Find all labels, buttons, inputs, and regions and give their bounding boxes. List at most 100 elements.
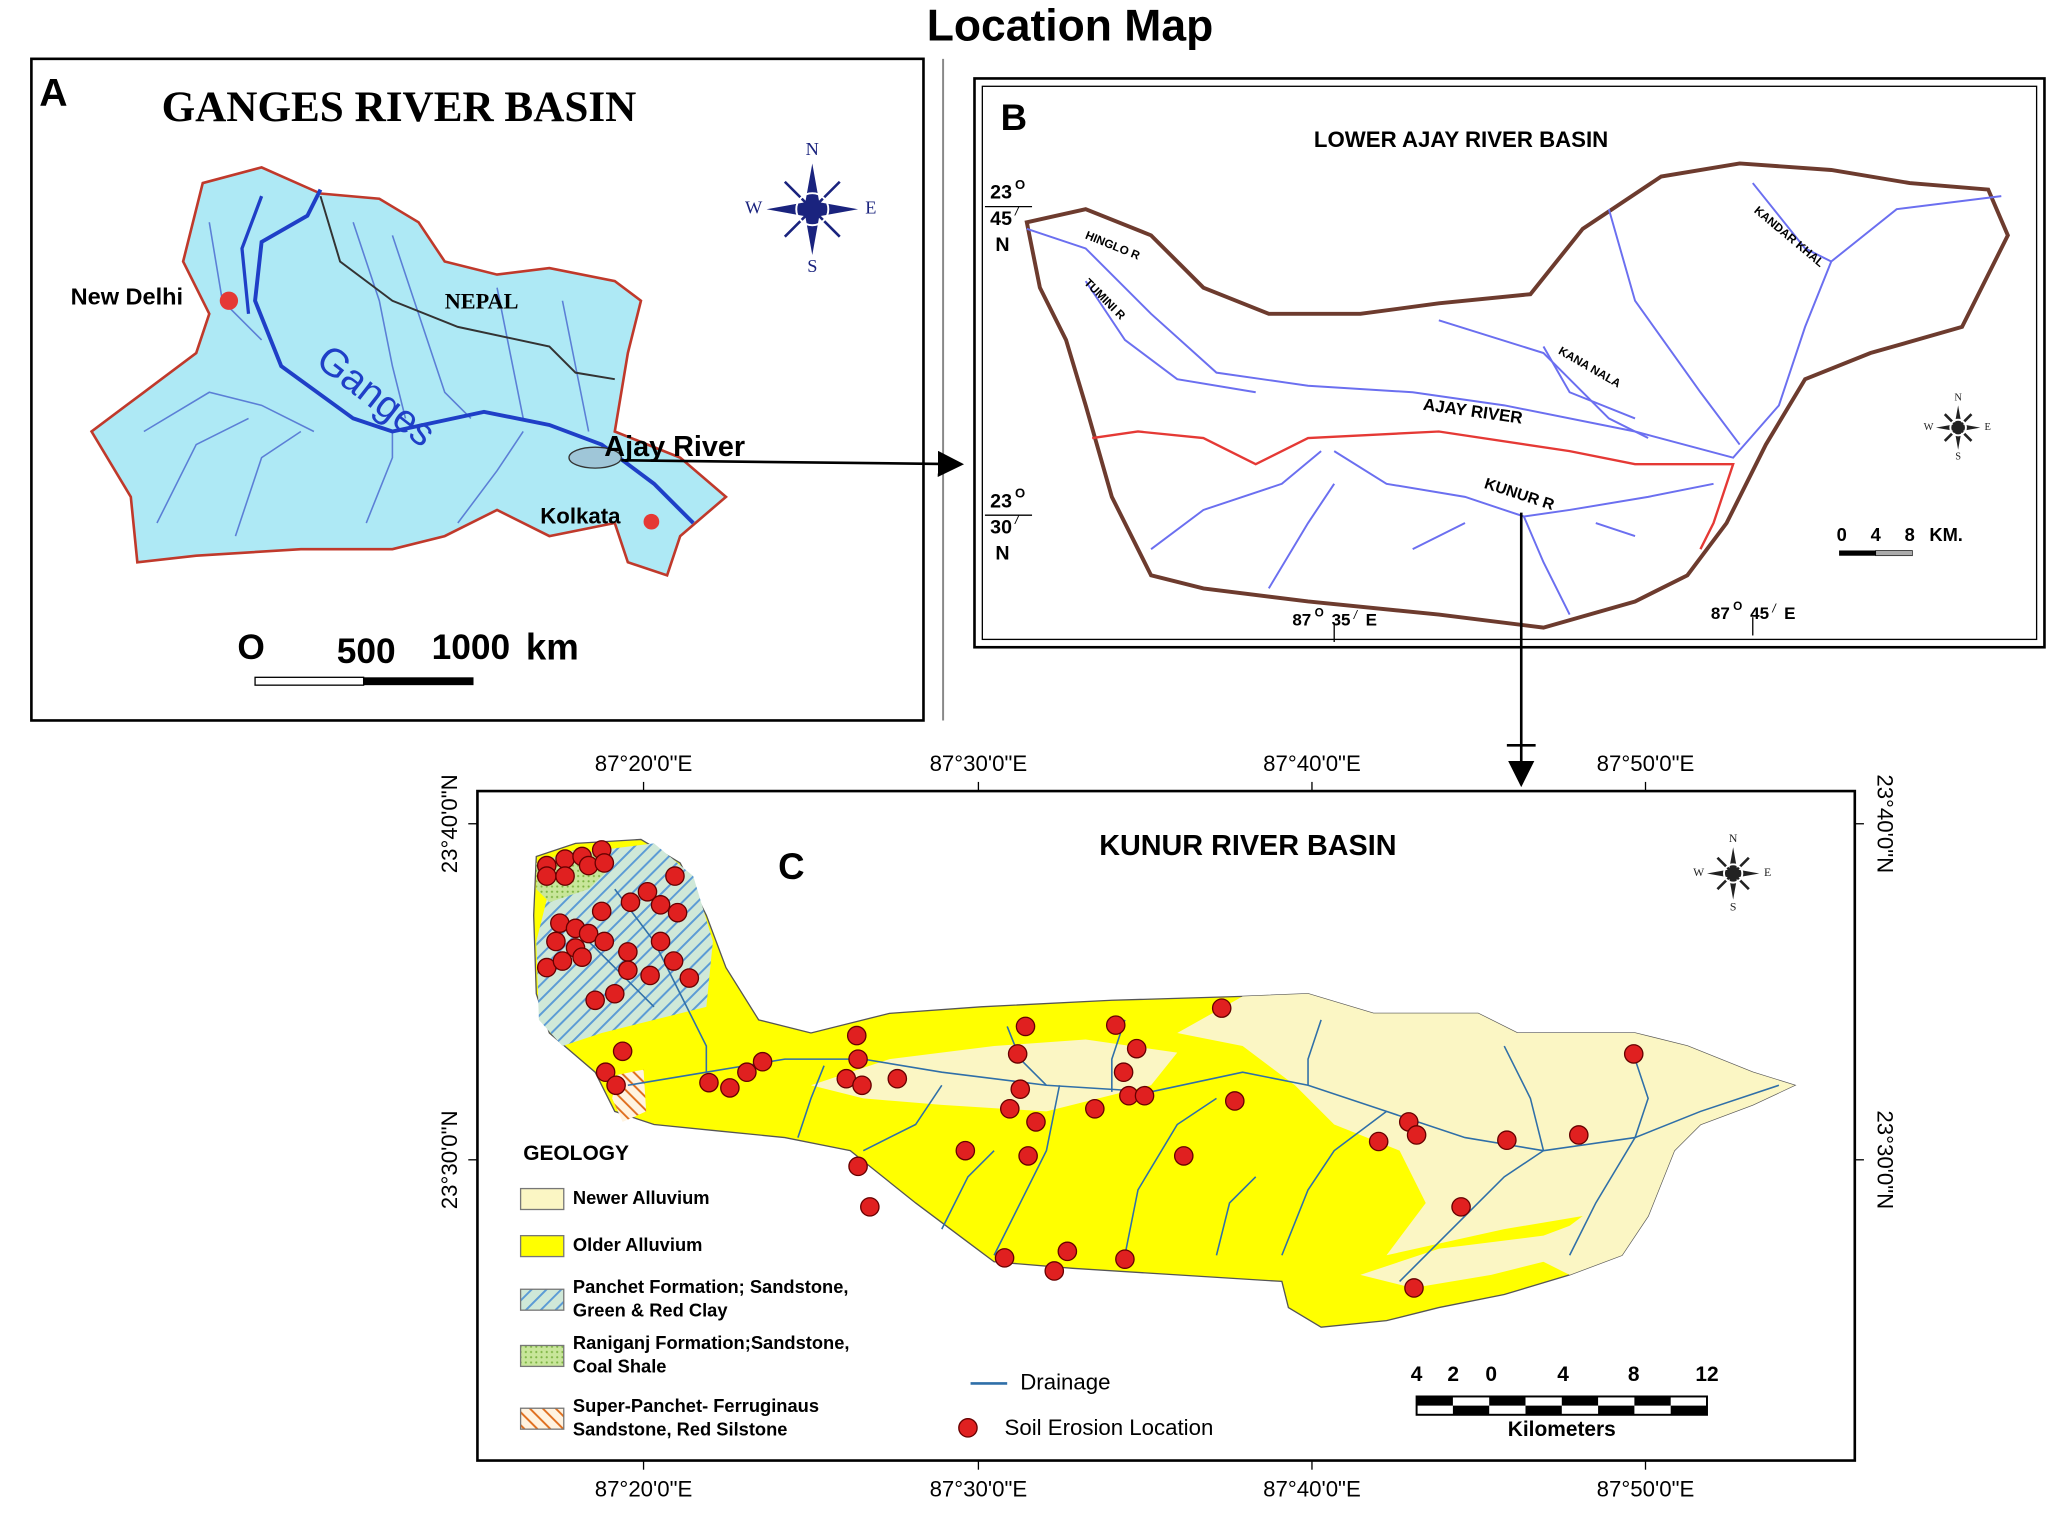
erosion-point bbox=[1085, 1099, 1105, 1119]
erosion-point bbox=[591, 901, 612, 922]
yamuna-river bbox=[240, 195, 264, 314]
compass-label: N bbox=[806, 139, 819, 159]
newer-alluvium bbox=[810, 1039, 1178, 1112]
scale-segment bbox=[1525, 1405, 1562, 1415]
legend-label: Sandstone, Red Silstone bbox=[573, 1418, 788, 1439]
erosion-point bbox=[555, 866, 575, 886]
compass-label: E bbox=[1764, 866, 1771, 879]
erosion-point bbox=[1126, 1038, 1147, 1059]
lat-tick-label: 23°30'0"N bbox=[437, 1110, 462, 1209]
newer-alluvium bbox=[1177, 993, 1795, 1275]
compass-rose: N S W E bbox=[745, 139, 876, 276]
legend-label: Soil Erosion Location bbox=[1005, 1415, 1214, 1440]
compass-label: N bbox=[1954, 392, 1962, 403]
rivers bbox=[1026, 182, 2002, 615]
panel-title: LOWER AJAY RIVER BASIN bbox=[1314, 127, 1608, 152]
lat-tick-label: 23°40'0"N bbox=[1873, 774, 1898, 873]
erosion-point bbox=[955, 1140, 976, 1161]
legend-label: Drainage bbox=[1020, 1369, 1110, 1394]
arrow bbox=[621, 450, 965, 477]
scale-bar: 4 2 0 4 8 12 bbox=[1411, 1363, 1719, 1416]
erosion-point bbox=[1368, 1131, 1389, 1152]
scale-segment bbox=[1416, 1396, 1453, 1406]
erosion-point bbox=[846, 1025, 867, 1046]
erosion-point bbox=[848, 1156, 868, 1177]
legend-title: GEOLOGY bbox=[523, 1142, 629, 1165]
erosion-point bbox=[1018, 1146, 1038, 1166]
compass-star bbox=[1943, 413, 1973, 442]
lon-minute-mark: / bbox=[1771, 602, 1777, 615]
panel-c: C KUNUR RIVER BASIN 87°20'0"E87°20'0"E87… bbox=[437, 751, 1898, 1502]
kunur-boundary bbox=[1092, 430, 1735, 550]
lon-minute: 45 bbox=[1750, 604, 1769, 623]
erosion-point bbox=[618, 942, 638, 962]
compass-ring bbox=[795, 192, 830, 227]
legend-label: Newer Alluvium bbox=[573, 1187, 710, 1208]
lat-hemisphere: N bbox=[995, 543, 1009, 565]
newer-alluvium bbox=[1360, 1216, 1596, 1288]
erosion-point bbox=[546, 931, 566, 952]
compass-label: S bbox=[1730, 901, 1737, 914]
figure-title: Location Map bbox=[927, 2, 1214, 51]
compass-ring bbox=[1723, 863, 1744, 884]
lon-degree: 87 bbox=[1292, 611, 1311, 630]
erosion-point bbox=[1568, 1125, 1589, 1145]
legend-swatch bbox=[519, 1234, 565, 1258]
erosion-point bbox=[604, 983, 625, 1004]
country-label: NEPAL bbox=[445, 288, 519, 313]
erosion-point bbox=[679, 968, 700, 988]
erosion-point bbox=[1224, 1091, 1245, 1111]
legend-label: Green & Red Clay bbox=[573, 1299, 728, 1320]
legend-swatch bbox=[519, 1407, 565, 1430]
lon-degree-mark: O bbox=[1733, 600, 1742, 613]
ajay-basin bbox=[568, 446, 622, 469]
erosion-point bbox=[1015, 1016, 1036, 1037]
erosion-point bbox=[1451, 1197, 1471, 1217]
scale-label: 12 bbox=[1695, 1363, 1718, 1386]
compasses: N S W E N S W E N S W E bbox=[745, 139, 1991, 914]
panel-b: B LOWER AJAY RIVER BASIN HINGLO R TUMINI… bbox=[973, 77, 2046, 788]
compass-label: N bbox=[1729, 832, 1738, 845]
erosion-point bbox=[1173, 1146, 1194, 1166]
river-label: Ajay River bbox=[604, 431, 745, 463]
erosion-point bbox=[650, 931, 671, 952]
erosion-point bbox=[699, 1072, 719, 1093]
erosion-point bbox=[585, 990, 605, 1011]
drainage bbox=[561, 888, 1780, 1282]
erosion-point bbox=[667, 902, 688, 923]
lat-degree: 23 bbox=[990, 182, 1012, 204]
panel-title: GANGES RIVER BASIN bbox=[162, 84, 637, 131]
erosion-point bbox=[1010, 1079, 1031, 1100]
erosion-point bbox=[612, 1041, 633, 1062]
lon-tick-label: 87°20'0"E bbox=[595, 751, 693, 776]
compass-ring bbox=[1949, 418, 1967, 437]
lon-tick-label: 87°20'0"E bbox=[595, 1476, 693, 1501]
scale-segment bbox=[1452, 1405, 1490, 1415]
erosion-point bbox=[848, 1049, 868, 1069]
compass-label: W bbox=[1924, 422, 1934, 433]
erosion-point bbox=[536, 866, 557, 886]
scale-label: 0 bbox=[1837, 524, 1847, 545]
scale-segment bbox=[1634, 1396, 1671, 1406]
erosion-point bbox=[555, 849, 575, 869]
scale-bar bbox=[254, 676, 365, 686]
lon-tick-label: 87°30'0"E bbox=[930, 1476, 1028, 1501]
erosion-point bbox=[665, 866, 685, 886]
lat-minute-mark: / bbox=[1014, 512, 1020, 527]
panel-letter: C bbox=[778, 846, 804, 887]
legend-swatch bbox=[958, 1418, 978, 1438]
compass-star bbox=[783, 180, 841, 238]
city-label: Kolkata bbox=[540, 504, 621, 529]
compass-star bbox=[1716, 856, 1750, 891]
erosion-point bbox=[578, 923, 599, 944]
ajay-basin bbox=[1024, 161, 2010, 630]
scale-unit: Kilometers bbox=[1508, 1418, 1616, 1441]
city-marker bbox=[219, 291, 239, 310]
lat-degree-mark: O bbox=[1015, 177, 1025, 192]
erosion-point bbox=[594, 931, 615, 952]
scale-bar bbox=[363, 677, 474, 686]
erosion-point bbox=[1623, 1044, 1644, 1064]
erosion-point bbox=[720, 1078, 740, 1098]
erosion-point bbox=[650, 895, 671, 915]
lon-tick-label: 87°50'0"E bbox=[1597, 751, 1695, 776]
